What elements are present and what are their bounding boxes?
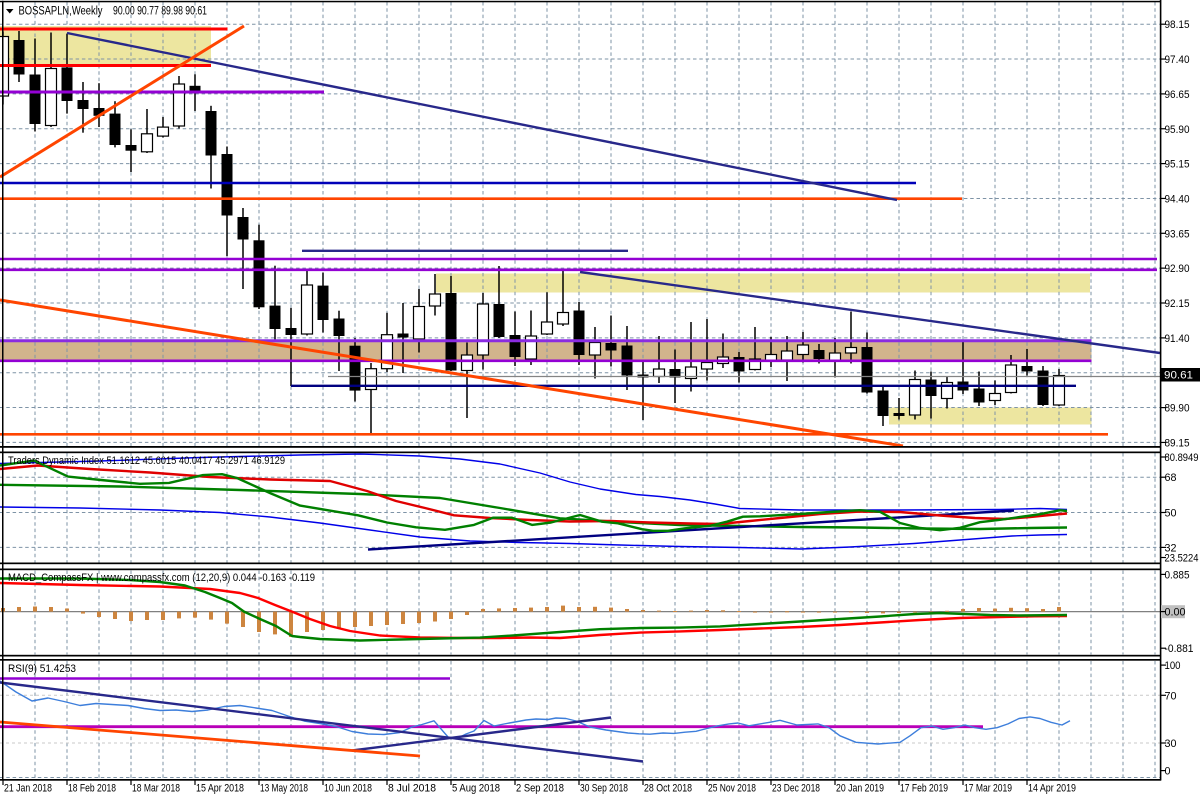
- svg-text:32: 32: [1165, 542, 1177, 554]
- svg-text:25 Nov 2018: 25 Nov 2018: [708, 783, 756, 795]
- svg-text:94.40: 94.40: [1165, 193, 1190, 205]
- svg-text:BOSSAPLN,Weekly: BOSSAPLN,Weekly: [19, 6, 103, 18]
- svg-text:14 Apr 2019: 14 Apr 2019: [1028, 783, 1076, 795]
- svg-text:95.90: 95.90: [1165, 124, 1190, 136]
- svg-text:28 Oct 2018: 28 Oct 2018: [644, 783, 692, 795]
- svg-text:91.40: 91.40: [1165, 333, 1190, 345]
- svg-text:18 Mar 2018: 18 Mar 2018: [132, 783, 180, 795]
- svg-text:2 Sep 2018: 2 Sep 2018: [516, 783, 564, 795]
- svg-text:MACD_CompassFX | www.compassfx: MACD_CompassFX | www.compassfx.com (12,2…: [8, 572, 315, 584]
- svg-text:20 Jan 2019: 20 Jan 2019: [836, 783, 884, 795]
- svg-text:23 Dec 2018: 23 Dec 2018: [772, 783, 820, 795]
- svg-text:96.65: 96.65: [1165, 89, 1190, 101]
- svg-text:21 Jan 2018: 21 Jan 2018: [4, 783, 52, 795]
- svg-text:70: 70: [1165, 690, 1177, 702]
- svg-text:30: 30: [1165, 738, 1177, 750]
- svg-text:100: 100: [1165, 660, 1181, 672]
- svg-text:8 Jul 2018: 8 Jul 2018: [388, 783, 436, 795]
- svg-text:90.00 90.77 89.98 90.61: 90.00 90.77 89.98 90.61: [113, 6, 207, 18]
- svg-text:Traders Dynamic Index 51.1612: Traders Dynamic Index 51.1612 45.6015 40…: [8, 455, 285, 467]
- svg-text:-0.881: -0.881: [1165, 643, 1194, 655]
- svg-text:0: 0: [1165, 766, 1171, 778]
- svg-text:92.90: 92.90: [1165, 263, 1190, 275]
- svg-text:18 Feb 2018: 18 Feb 2018: [68, 783, 116, 795]
- svg-text:89.90: 89.90: [1165, 403, 1190, 415]
- svg-text:30 Sep 2018: 30 Sep 2018: [580, 783, 628, 795]
- svg-text:RSI(9) 51.4253: RSI(9) 51.4253: [8, 663, 76, 675]
- svg-text:95.15: 95.15: [1165, 159, 1190, 171]
- svg-text:97.40: 97.40: [1165, 54, 1190, 66]
- svg-text:10 Jun 2018: 10 Jun 2018: [324, 783, 372, 795]
- svg-text:0.00: 0.00: [1165, 607, 1186, 619]
- svg-text:50: 50: [1165, 508, 1177, 520]
- svg-text:23.5224: 23.5224: [1165, 553, 1199, 565]
- svg-text:98.15: 98.15: [1165, 19, 1190, 31]
- svg-text:17 Feb 2019: 17 Feb 2019: [900, 783, 948, 795]
- svg-text:93.65: 93.65: [1165, 228, 1190, 240]
- svg-text:68: 68: [1165, 472, 1177, 484]
- svg-text:90.61: 90.61: [1164, 370, 1193, 382]
- svg-text:13 May 2018: 13 May 2018: [260, 783, 308, 795]
- svg-text:89.15: 89.15: [1165, 437, 1190, 449]
- svg-text:92.15: 92.15: [1165, 298, 1190, 310]
- svg-text:17 Mar 2019: 17 Mar 2019: [964, 783, 1012, 795]
- svg-text:80.8949: 80.8949: [1165, 452, 1199, 464]
- svg-text:5 Aug 2018: 5 Aug 2018: [452, 783, 500, 795]
- svg-text:15 Apr 2018: 15 Apr 2018: [196, 783, 244, 795]
- svg-text:0.885: 0.885: [1165, 569, 1190, 581]
